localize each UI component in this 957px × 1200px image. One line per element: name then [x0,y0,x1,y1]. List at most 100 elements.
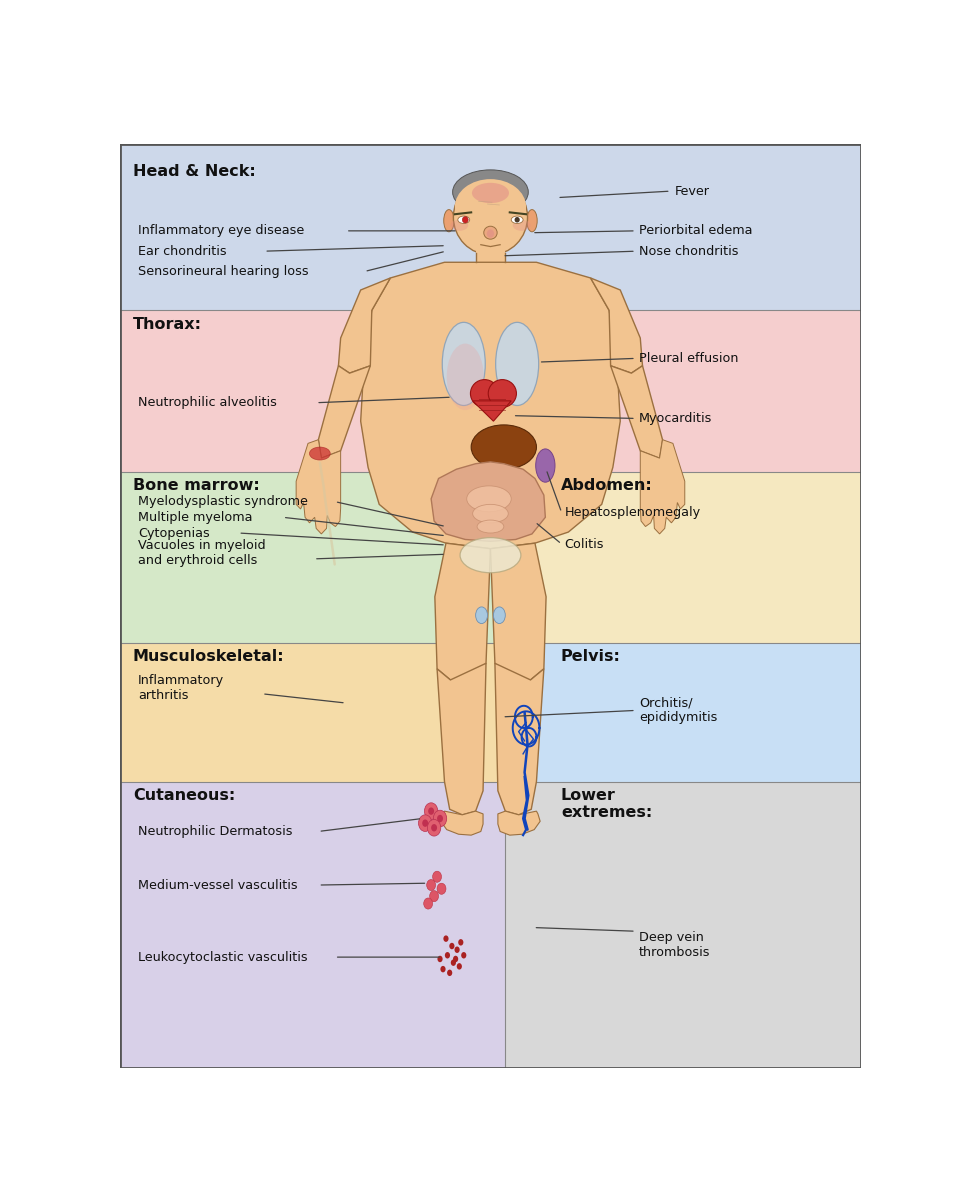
Ellipse shape [462,216,468,223]
Text: Deep vein
thrombosis: Deep vein thrombosis [639,931,710,959]
Text: Lower
extremes:: Lower extremes: [561,788,652,821]
Bar [476,230,505,263]
Circle shape [434,810,447,827]
Bar [120,311,861,472]
Circle shape [427,880,435,890]
Bar [120,643,505,781]
Circle shape [422,820,428,827]
Text: Orchitis/
epididymitis: Orchitis/ epididymitis [639,696,717,725]
Ellipse shape [467,486,511,511]
Text: Lower
extremes:: Lower extremes: [561,788,652,821]
Text: Inflammatory
arthritis: Inflammatory arthritis [138,674,224,702]
Polygon shape [491,544,546,680]
Text: Cutaneous:: Cutaneous: [133,788,235,803]
Polygon shape [339,278,390,373]
Ellipse shape [457,216,470,223]
Ellipse shape [494,607,505,624]
Bar [120,144,861,311]
Circle shape [433,871,441,882]
Text: Leukocytoclastic vasculitis: Leukocytoclastic vasculitis [138,950,308,964]
Text: Ear chondritis: Ear chondritis [138,245,227,258]
Ellipse shape [515,217,520,222]
Circle shape [428,820,441,836]
Ellipse shape [471,379,499,407]
Polygon shape [432,462,545,541]
Ellipse shape [442,323,485,406]
Bar [505,472,861,643]
Circle shape [458,940,463,946]
Circle shape [451,960,456,966]
Text: Bone marrow:: Bone marrow: [133,479,259,493]
Ellipse shape [526,210,537,232]
Text: Cytopenias: Cytopenias [138,527,210,540]
Circle shape [461,952,466,959]
Circle shape [437,955,443,962]
Ellipse shape [451,220,468,230]
Circle shape [449,943,455,949]
Text: Head & Neck:: Head & Neck: [133,164,256,179]
Bar [505,781,861,1068]
Ellipse shape [472,182,509,203]
Ellipse shape [511,216,523,223]
Text: Fever: Fever [675,185,709,198]
Polygon shape [441,811,483,835]
Text: Hepatosplenomegaly: Hepatosplenomegaly [565,506,701,520]
Text: Colitis: Colitis [565,538,604,551]
Polygon shape [498,811,540,835]
Ellipse shape [513,220,530,230]
Circle shape [437,883,446,894]
Ellipse shape [455,179,526,234]
Polygon shape [473,401,511,421]
Polygon shape [319,366,370,458]
Bar [120,781,505,1068]
Polygon shape [361,263,620,548]
Text: Musculoskeletal:: Musculoskeletal: [133,649,284,665]
Circle shape [430,890,438,901]
Ellipse shape [460,538,521,572]
Ellipse shape [476,607,487,624]
Text: Thorax:: Thorax: [133,317,202,331]
Circle shape [455,947,459,953]
Circle shape [443,936,449,942]
Circle shape [445,952,450,959]
Bar [120,472,505,643]
Ellipse shape [454,179,527,254]
Ellipse shape [471,425,537,469]
Ellipse shape [488,379,517,407]
Ellipse shape [484,227,497,239]
Polygon shape [611,366,662,458]
Ellipse shape [309,448,330,460]
Ellipse shape [478,520,503,533]
Text: Neutrophilic alveolitis: Neutrophilic alveolitis [138,396,277,409]
Circle shape [428,808,434,815]
Text: Vacuoles in myeloid
and erythroid cells: Vacuoles in myeloid and erythroid cells [138,539,266,568]
Polygon shape [640,439,685,534]
Text: Multiple myeloma: Multiple myeloma [138,511,253,523]
Text: Abdomen:: Abdomen: [561,479,653,493]
Circle shape [440,966,446,972]
Ellipse shape [444,210,455,232]
Text: Inflammatory eye disease: Inflammatory eye disease [138,224,304,238]
Text: Nose chondritis: Nose chondritis [639,245,738,258]
Circle shape [418,815,432,832]
Polygon shape [590,278,642,373]
Polygon shape [296,439,341,534]
Text: Sensorineural hearing loss: Sensorineural hearing loss [138,265,309,278]
Circle shape [456,964,462,970]
Polygon shape [434,544,491,680]
Ellipse shape [473,504,508,523]
Circle shape [425,803,437,820]
Circle shape [437,815,443,822]
Text: Myocarditis: Myocarditis [639,412,712,425]
Text: Myelodysplastic syndrome: Myelodysplastic syndrome [138,496,308,508]
Text: Periorbital edema: Periorbital edema [639,224,752,238]
Polygon shape [495,664,544,815]
Text: Neutrophilic Dermatosis: Neutrophilic Dermatosis [138,824,293,838]
Text: Pelvis:: Pelvis: [561,649,621,665]
Ellipse shape [496,323,539,406]
Ellipse shape [536,449,555,482]
Bar [505,643,861,781]
Circle shape [424,898,433,910]
Ellipse shape [487,229,494,238]
Polygon shape [437,664,486,815]
